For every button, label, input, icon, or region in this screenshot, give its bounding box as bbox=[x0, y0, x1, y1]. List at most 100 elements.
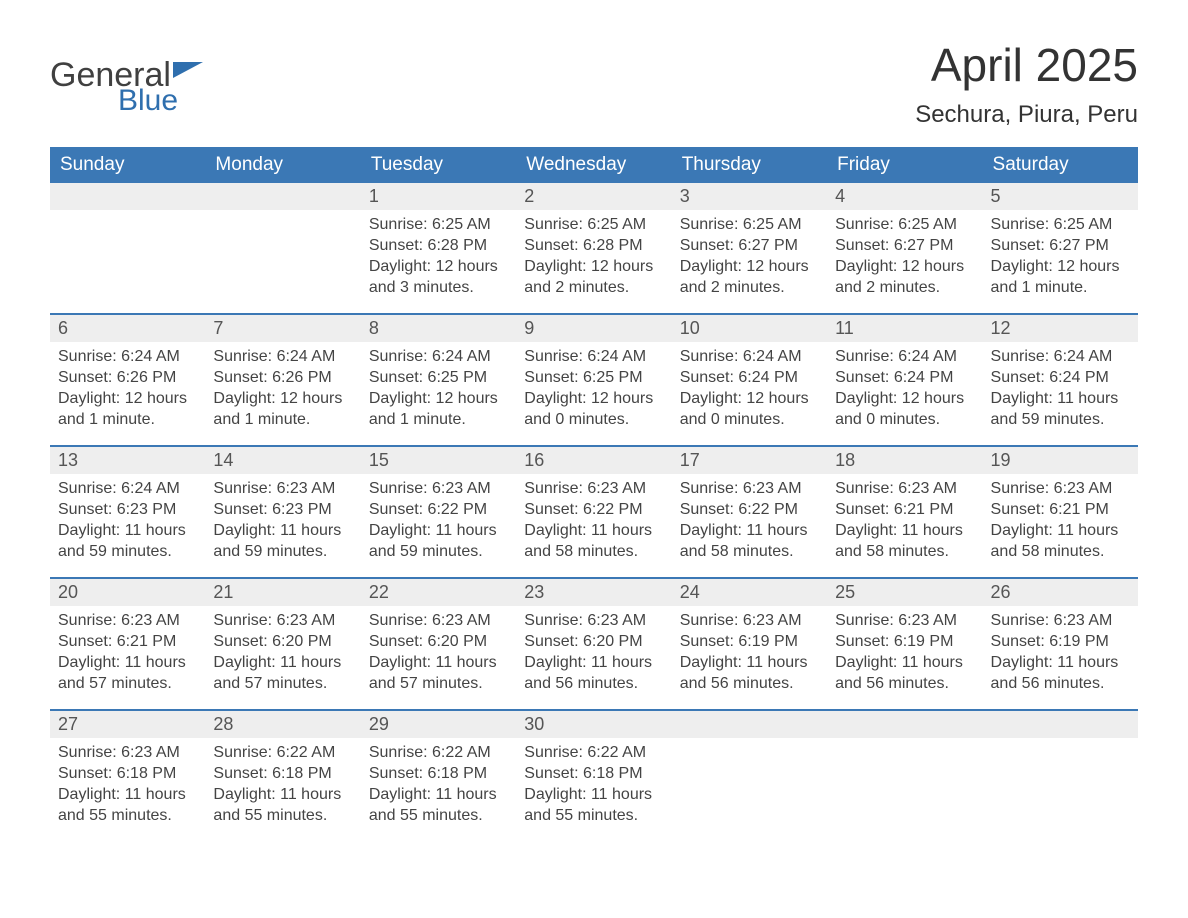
day-content: Sunrise: 6:25 AMSunset: 6:28 PMDaylight:… bbox=[516, 210, 671, 310]
day-daylight1-text: Daylight: 11 hours bbox=[369, 784, 508, 805]
day-sunrise-text: Sunrise: 6:23 AM bbox=[835, 478, 974, 499]
day-number: 8 bbox=[361, 315, 516, 342]
day-cell: 5Sunrise: 6:25 AMSunset: 6:27 PMDaylight… bbox=[983, 183, 1138, 313]
day-content: Sunrise: 6:23 AMSunset: 6:21 PMDaylight:… bbox=[827, 474, 982, 574]
day-cell: 30Sunrise: 6:22 AMSunset: 6:18 PMDayligh… bbox=[516, 711, 671, 841]
day-sunset-text: Sunset: 6:19 PM bbox=[991, 631, 1130, 652]
day-number: 5 bbox=[983, 183, 1138, 210]
day-sunset-text: Sunset: 6:26 PM bbox=[213, 367, 352, 388]
day-cell: 17Sunrise: 6:23 AMSunset: 6:22 PMDayligh… bbox=[672, 447, 827, 577]
day-content: Sunrise: 6:25 AMSunset: 6:27 PMDaylight:… bbox=[983, 210, 1138, 310]
day-daylight1-text: Daylight: 12 hours bbox=[213, 388, 352, 409]
day-content bbox=[827, 738, 982, 754]
day-content: Sunrise: 6:23 AMSunset: 6:21 PMDaylight:… bbox=[50, 606, 205, 706]
day-daylight2-text: and 59 minutes. bbox=[369, 541, 508, 562]
day-content: Sunrise: 6:23 AMSunset: 6:23 PMDaylight:… bbox=[205, 474, 360, 574]
day-number: 21 bbox=[205, 579, 360, 606]
day-sunset-text: Sunset: 6:24 PM bbox=[835, 367, 974, 388]
day-number: 24 bbox=[672, 579, 827, 606]
logo: General Blue bbox=[50, 58, 203, 116]
day-cell: 26Sunrise: 6:23 AMSunset: 6:19 PMDayligh… bbox=[983, 579, 1138, 709]
day-daylight2-text: and 0 minutes. bbox=[835, 409, 974, 430]
day-daylight2-text: and 2 minutes. bbox=[524, 277, 663, 298]
day-sunset-text: Sunset: 6:21 PM bbox=[58, 631, 197, 652]
day-daylight1-text: Daylight: 11 hours bbox=[680, 652, 819, 673]
day-sunrise-text: Sunrise: 6:23 AM bbox=[369, 610, 508, 631]
day-daylight2-text: and 55 minutes. bbox=[369, 805, 508, 826]
day-daylight2-text: and 56 minutes. bbox=[680, 673, 819, 694]
day-daylight1-text: Daylight: 12 hours bbox=[991, 256, 1130, 277]
day-daylight2-text: and 59 minutes. bbox=[213, 541, 352, 562]
day-number: 18 bbox=[827, 447, 982, 474]
day-cell: 19Sunrise: 6:23 AMSunset: 6:21 PMDayligh… bbox=[983, 447, 1138, 577]
day-sunset-text: Sunset: 6:25 PM bbox=[524, 367, 663, 388]
day-number: 9 bbox=[516, 315, 671, 342]
day-content: Sunrise: 6:23 AMSunset: 6:19 PMDaylight:… bbox=[983, 606, 1138, 706]
day-daylight1-text: Daylight: 11 hours bbox=[991, 652, 1130, 673]
day-daylight2-text: and 55 minutes. bbox=[58, 805, 197, 826]
day-sunset-text: Sunset: 6:27 PM bbox=[991, 235, 1130, 256]
day-sunset-text: Sunset: 6:24 PM bbox=[680, 367, 819, 388]
day-daylight1-text: Daylight: 12 hours bbox=[524, 256, 663, 277]
day-number: 20 bbox=[50, 579, 205, 606]
day-sunset-text: Sunset: 6:28 PM bbox=[369, 235, 508, 256]
day-daylight1-text: Daylight: 11 hours bbox=[835, 520, 974, 541]
week-row: 6Sunrise: 6:24 AMSunset: 6:26 PMDaylight… bbox=[50, 313, 1138, 445]
day-content: Sunrise: 6:25 AMSunset: 6:27 PMDaylight:… bbox=[827, 210, 982, 310]
day-daylight2-text: and 55 minutes. bbox=[524, 805, 663, 826]
day-content: Sunrise: 6:23 AMSunset: 6:21 PMDaylight:… bbox=[983, 474, 1138, 574]
day-sunset-text: Sunset: 6:20 PM bbox=[369, 631, 508, 652]
day-content: Sunrise: 6:24 AMSunset: 6:24 PMDaylight:… bbox=[827, 342, 982, 442]
day-sunrise-text: Sunrise: 6:23 AM bbox=[680, 478, 819, 499]
day-number: 3 bbox=[672, 183, 827, 210]
day-content: Sunrise: 6:23 AMSunset: 6:18 PMDaylight:… bbox=[50, 738, 205, 838]
weekday-header: Saturday bbox=[983, 147, 1138, 183]
day-number bbox=[672, 711, 827, 738]
day-sunrise-text: Sunrise: 6:23 AM bbox=[213, 610, 352, 631]
day-sunrise-text: Sunrise: 6:23 AM bbox=[991, 610, 1130, 631]
day-sunset-text: Sunset: 6:23 PM bbox=[213, 499, 352, 520]
weekday-header: Sunday bbox=[50, 147, 205, 183]
day-content: Sunrise: 6:25 AMSunset: 6:28 PMDaylight:… bbox=[361, 210, 516, 310]
day-sunset-text: Sunset: 6:20 PM bbox=[524, 631, 663, 652]
day-number bbox=[983, 711, 1138, 738]
day-cell: 6Sunrise: 6:24 AMSunset: 6:26 PMDaylight… bbox=[50, 315, 205, 445]
day-content: Sunrise: 6:23 AMSunset: 6:20 PMDaylight:… bbox=[361, 606, 516, 706]
day-number: 16 bbox=[516, 447, 671, 474]
day-content bbox=[50, 210, 205, 226]
day-number: 22 bbox=[361, 579, 516, 606]
calendar-page: General Blue April 2025 Sechura, Piura, … bbox=[0, 0, 1188, 891]
month-title: April 2025 bbox=[915, 40, 1138, 91]
day-sunset-text: Sunset: 6:18 PM bbox=[524, 763, 663, 784]
day-sunrise-text: Sunrise: 6:23 AM bbox=[58, 742, 197, 763]
day-number: 17 bbox=[672, 447, 827, 474]
calendar-grid: Sunday Monday Tuesday Wednesday Thursday… bbox=[50, 147, 1138, 841]
day-sunset-text: Sunset: 6:24 PM bbox=[991, 367, 1130, 388]
day-daylight1-text: Daylight: 11 hours bbox=[213, 652, 352, 673]
day-content: Sunrise: 6:24 AMSunset: 6:25 PMDaylight:… bbox=[361, 342, 516, 442]
day-daylight2-text: and 1 minute. bbox=[58, 409, 197, 430]
day-content: Sunrise: 6:22 AMSunset: 6:18 PMDaylight:… bbox=[361, 738, 516, 838]
day-daylight2-text: and 57 minutes. bbox=[58, 673, 197, 694]
day-sunset-text: Sunset: 6:21 PM bbox=[835, 499, 974, 520]
day-daylight1-text: Daylight: 12 hours bbox=[835, 256, 974, 277]
day-number: 1 bbox=[361, 183, 516, 210]
day-cell: 21Sunrise: 6:23 AMSunset: 6:20 PMDayligh… bbox=[205, 579, 360, 709]
day-number: 28 bbox=[205, 711, 360, 738]
day-cell: 14Sunrise: 6:23 AMSunset: 6:23 PMDayligh… bbox=[205, 447, 360, 577]
day-sunrise-text: Sunrise: 6:24 AM bbox=[680, 346, 819, 367]
day-daylight1-text: Daylight: 11 hours bbox=[835, 652, 974, 673]
day-cell: 18Sunrise: 6:23 AMSunset: 6:21 PMDayligh… bbox=[827, 447, 982, 577]
day-cell: 29Sunrise: 6:22 AMSunset: 6:18 PMDayligh… bbox=[361, 711, 516, 841]
day-number: 30 bbox=[516, 711, 671, 738]
day-sunrise-text: Sunrise: 6:25 AM bbox=[835, 214, 974, 235]
weekday-header: Friday bbox=[827, 147, 982, 183]
day-daylight2-text: and 1 minute. bbox=[213, 409, 352, 430]
day-daylight1-text: Daylight: 12 hours bbox=[835, 388, 974, 409]
day-sunset-text: Sunset: 6:18 PM bbox=[213, 763, 352, 784]
day-cell: 4Sunrise: 6:25 AMSunset: 6:27 PMDaylight… bbox=[827, 183, 982, 313]
day-daylight1-text: Daylight: 12 hours bbox=[369, 388, 508, 409]
day-content: Sunrise: 6:23 AMSunset: 6:20 PMDaylight:… bbox=[516, 606, 671, 706]
day-daylight2-text: and 0 minutes. bbox=[680, 409, 819, 430]
day-number bbox=[205, 183, 360, 210]
